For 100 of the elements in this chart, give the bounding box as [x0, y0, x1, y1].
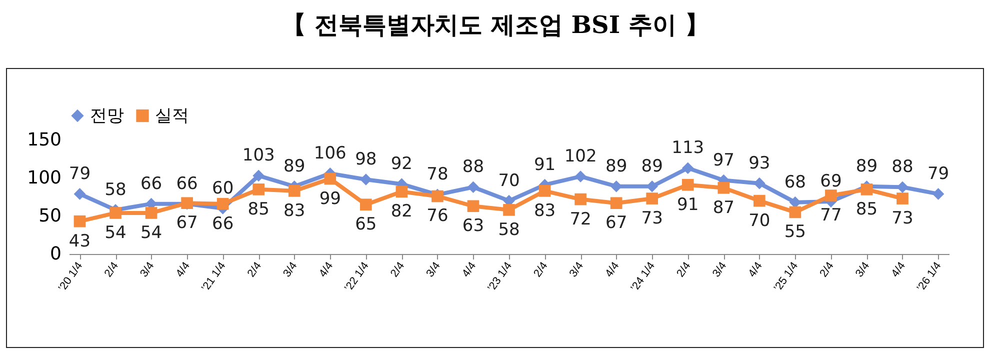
- data-label: 93: [748, 153, 770, 174]
- y-tick-label: 100: [27, 168, 62, 188]
- legend-label: 전망: [90, 106, 124, 125]
- x-tick-label: 3/4: [281, 260, 300, 280]
- point: [932, 188, 944, 200]
- data-label: 66: [140, 174, 162, 194]
- point: [896, 192, 908, 204]
- data-label: 78: [426, 164, 448, 185]
- data-label: 65: [355, 214, 377, 235]
- x-tick-label: 3/4: [854, 260, 872, 280]
- x-tick-label: ’22 1/4: [342, 260, 372, 294]
- legend-label: 실적: [155, 106, 189, 125]
- x-tick-label: 3/4: [138, 260, 157, 280]
- point: [538, 185, 551, 197]
- data-label: 89: [284, 156, 306, 176]
- point: [825, 190, 837, 202]
- data-label: 88: [462, 157, 484, 178]
- point: [574, 170, 586, 182]
- point: [574, 193, 586, 206]
- point: [646, 192, 658, 204]
- data-label: 68: [784, 172, 806, 192]
- x-tick-label: 4/4: [316, 260, 336, 280]
- x-tick-label: 4/4: [889, 260, 908, 280]
- data-label: 55: [784, 222, 806, 242]
- data-label: 92: [390, 154, 413, 174]
- point: [288, 185, 300, 197]
- data-label: 54: [104, 222, 126, 243]
- data-label: 83: [284, 200, 306, 221]
- point: [753, 194, 766, 207]
- x-tick-label: 2/4: [674, 260, 694, 280]
- data-label: 89: [641, 156, 663, 176]
- data-label: 63: [462, 216, 484, 236]
- point: [252, 170, 265, 182]
- x-tick-label: 2/4: [102, 260, 121, 280]
- data-label: 102: [564, 146, 597, 166]
- data-label: 66: [212, 214, 234, 234]
- data-label: 82: [390, 202, 413, 222]
- data-label: 54: [140, 222, 162, 243]
- data-label: 103: [242, 146, 275, 166]
- point: [467, 181, 480, 194]
- x-tick-label: 2/4: [245, 260, 264, 280]
- point: [252, 183, 265, 196]
- x-tick-label: 4/4: [603, 260, 622, 280]
- point: [396, 186, 408, 198]
- data-label: 66: [176, 174, 198, 194]
- data-label: 89: [856, 156, 878, 176]
- data-label: 87: [712, 198, 734, 218]
- data-label: 73: [892, 208, 914, 229]
- data-label: 67: [605, 213, 628, 234]
- data-label: 85: [248, 199, 270, 220]
- y-tick-label: 50: [38, 206, 62, 226]
- point: [74, 188, 86, 200]
- data-label: 43: [68, 231, 91, 252]
- data-label: 83: [534, 200, 556, 221]
- chart-title: 【 전북특별자치도 제조업 BSI 추이 】: [281, 9, 710, 41]
- point: [860, 183, 873, 196]
- data-label: 72: [570, 209, 592, 230]
- data-label: 73: [641, 208, 663, 229]
- x-tick-label: 2/4: [388, 260, 408, 280]
- point: [360, 174, 372, 186]
- data-label: 60: [212, 178, 234, 198]
- data-label: 76: [426, 206, 448, 226]
- x-tick-label: 4/4: [746, 260, 765, 280]
- point: [360, 198, 372, 211]
- data-label: 69: [820, 172, 842, 192]
- point: [682, 162, 694, 174]
- data-label: 88: [892, 157, 914, 178]
- data-label: 97: [712, 150, 734, 170]
- x-tick-label: ’25 1/4: [772, 260, 801, 294]
- data-label: 70: [498, 170, 520, 191]
- point: [216, 198, 229, 210]
- y-tick-label: 150: [27, 130, 62, 150]
- x-tick-label: 2/4: [818, 260, 836, 280]
- point: [610, 197, 622, 209]
- point: [718, 182, 730, 194]
- x-tick-label: 2/4: [532, 260, 550, 280]
- point: [145, 207, 158, 219]
- x-tick-label: ’23 1/4: [486, 260, 514, 294]
- point: [503, 204, 515, 216]
- data-label: 89: [605, 156, 628, 176]
- data-label: 79: [68, 164, 91, 184]
- data-label: 106: [314, 143, 346, 164]
- x-tick-label: 4/4: [460, 260, 479, 280]
- data-label: 67: [176, 213, 198, 234]
- data-label: 91: [677, 194, 699, 215]
- x-tick-label: 3/4: [710, 260, 730, 280]
- data-label: 85: [856, 199, 878, 220]
- x-tick-label: ’24 1/4: [628, 260, 658, 294]
- point: [467, 200, 480, 212]
- x-tick-label: 3/4: [567, 260, 586, 280]
- data-label: 58: [498, 220, 520, 240]
- data-label: 99: [319, 188, 341, 209]
- data-label: 113: [672, 138, 704, 158]
- point: [682, 178, 694, 191]
- point: [789, 206, 802, 218]
- data-label: 70: [748, 210, 770, 231]
- x-tick-label: 4/4: [174, 260, 192, 280]
- x-tick-label: ’21 1/4: [199, 260, 228, 294]
- data-label: 77: [820, 205, 842, 226]
- data-label: 98: [355, 150, 377, 170]
